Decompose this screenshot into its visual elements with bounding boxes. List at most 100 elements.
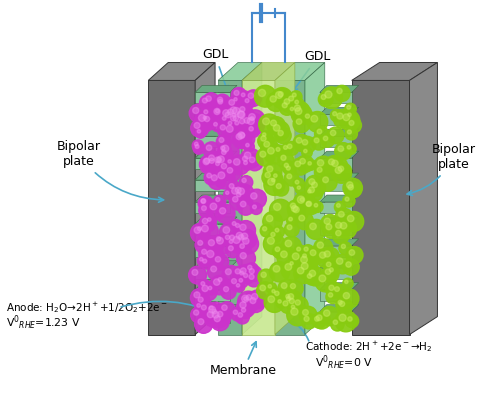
Circle shape [268,284,272,288]
Circle shape [269,230,281,243]
Circle shape [281,251,287,258]
Circle shape [301,263,308,270]
Circle shape [324,251,330,257]
Circle shape [215,96,230,111]
Circle shape [264,141,270,147]
Circle shape [202,98,207,103]
Circle shape [236,220,256,240]
Circle shape [308,162,311,165]
Circle shape [216,204,235,223]
Circle shape [222,266,240,283]
Circle shape [324,260,338,274]
Circle shape [273,174,277,177]
Circle shape [237,104,253,120]
Circle shape [226,191,229,194]
Circle shape [245,263,258,276]
Circle shape [229,232,250,254]
Circle shape [252,294,258,300]
Circle shape [219,208,226,214]
Circle shape [346,262,351,267]
Circle shape [270,96,276,102]
Circle shape [213,107,225,118]
Circle shape [241,271,254,284]
Circle shape [285,222,299,237]
Circle shape [212,120,223,132]
Circle shape [195,110,216,132]
Circle shape [275,128,291,144]
Circle shape [348,130,351,134]
Circle shape [227,181,241,195]
Circle shape [295,108,302,114]
Circle shape [295,300,301,305]
Circle shape [331,109,343,122]
Circle shape [291,104,312,124]
Polygon shape [195,268,230,279]
Circle shape [296,138,302,143]
Circle shape [336,298,352,314]
Circle shape [204,110,208,114]
Circle shape [235,187,241,193]
Circle shape [276,298,287,308]
Circle shape [243,161,247,165]
Polygon shape [305,62,325,334]
Circle shape [329,268,333,272]
Circle shape [244,118,250,123]
Circle shape [273,125,280,131]
Circle shape [194,227,200,233]
Circle shape [226,243,241,258]
Circle shape [300,198,304,202]
Polygon shape [195,173,237,180]
Polygon shape [320,151,359,158]
Circle shape [263,233,285,255]
Circle shape [290,262,293,265]
Circle shape [207,250,214,258]
Circle shape [219,138,224,142]
Circle shape [273,181,289,196]
Circle shape [191,288,209,307]
Circle shape [223,227,230,233]
Circle shape [227,109,233,115]
Circle shape [233,108,240,114]
Circle shape [345,103,356,115]
Circle shape [323,136,328,141]
Circle shape [286,294,290,298]
Circle shape [315,126,329,140]
Circle shape [215,157,221,163]
Circle shape [336,204,340,207]
Circle shape [234,190,247,203]
Circle shape [203,158,210,165]
Circle shape [333,110,352,128]
Circle shape [199,95,215,110]
Circle shape [258,269,274,285]
Circle shape [244,152,251,158]
Circle shape [347,146,351,149]
Circle shape [327,127,344,144]
Circle shape [309,187,315,193]
Circle shape [236,284,240,287]
Circle shape [294,105,301,111]
Circle shape [327,266,339,278]
Circle shape [306,188,316,198]
Circle shape [207,311,213,318]
Circle shape [199,215,216,232]
Circle shape [199,155,219,174]
Circle shape [195,315,212,333]
Circle shape [234,184,254,204]
Circle shape [303,149,307,153]
Circle shape [338,166,344,172]
Circle shape [312,182,318,188]
Circle shape [341,244,346,248]
Circle shape [331,130,336,136]
Circle shape [268,178,274,185]
Circle shape [302,245,314,257]
Circle shape [225,106,242,123]
Circle shape [241,148,260,168]
Circle shape [258,89,266,96]
Circle shape [228,246,233,251]
Circle shape [232,96,242,106]
Circle shape [264,174,285,195]
Circle shape [287,304,309,326]
Circle shape [293,98,304,109]
Circle shape [312,202,323,212]
Circle shape [253,205,257,209]
